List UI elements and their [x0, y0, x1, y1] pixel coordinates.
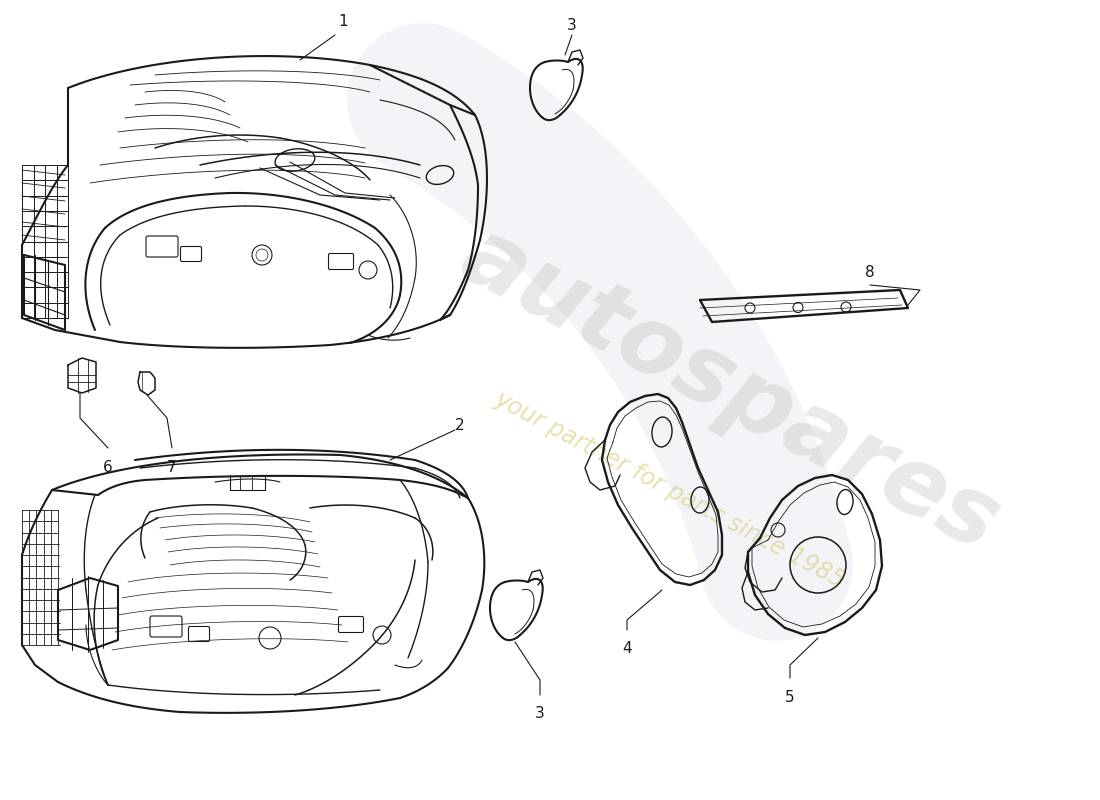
Text: 3: 3 — [535, 706, 544, 721]
Text: 1: 1 — [338, 14, 348, 30]
Text: 5: 5 — [785, 690, 795, 705]
Text: 8: 8 — [866, 265, 874, 280]
Text: 3: 3 — [568, 18, 576, 33]
Text: 2: 2 — [455, 418, 464, 433]
Text: 7: 7 — [167, 460, 177, 475]
Text: autospares: autospares — [446, 210, 1014, 570]
Text: 4: 4 — [623, 641, 631, 656]
Text: 6: 6 — [103, 460, 113, 475]
Text: your partner for parts since 1985: your partner for parts since 1985 — [491, 387, 849, 593]
